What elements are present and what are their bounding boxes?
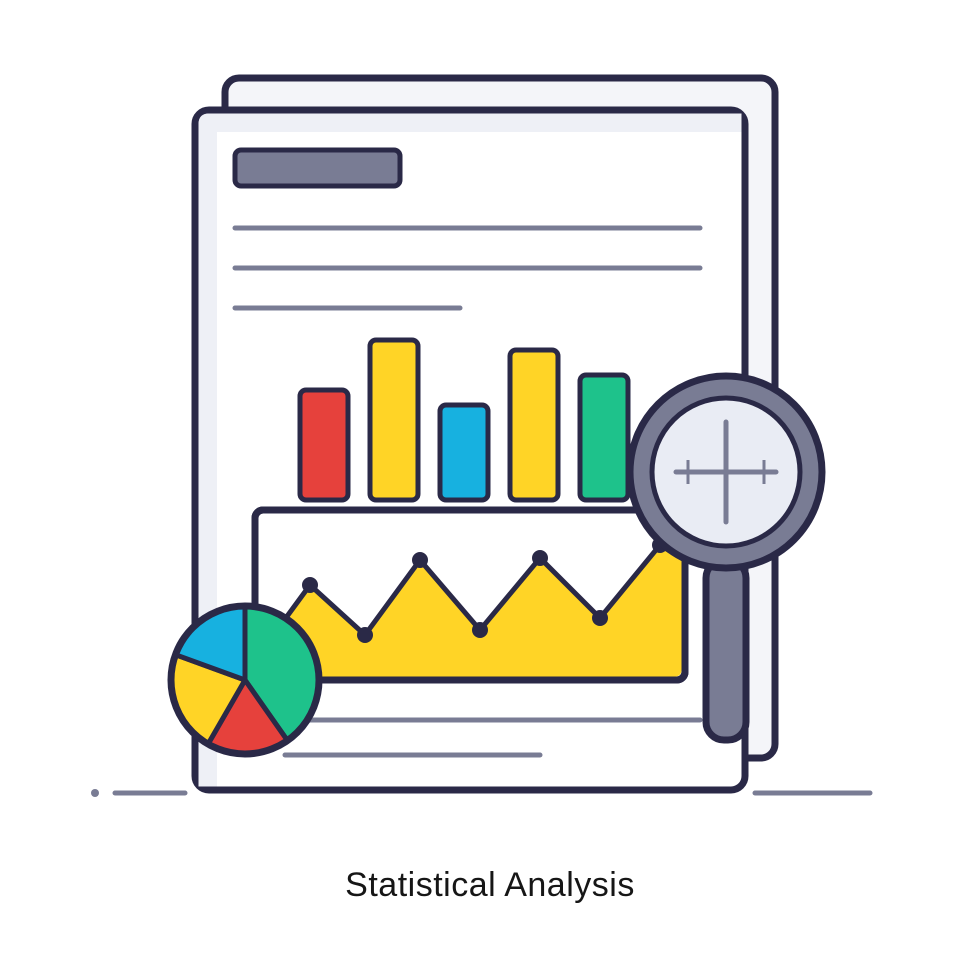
- statistical-analysis-illustration: [0, 0, 980, 980]
- illustration-canvas: Statistical Analysis: [0, 0, 980, 980]
- caption-text: Statistical Analysis: [0, 866, 980, 905]
